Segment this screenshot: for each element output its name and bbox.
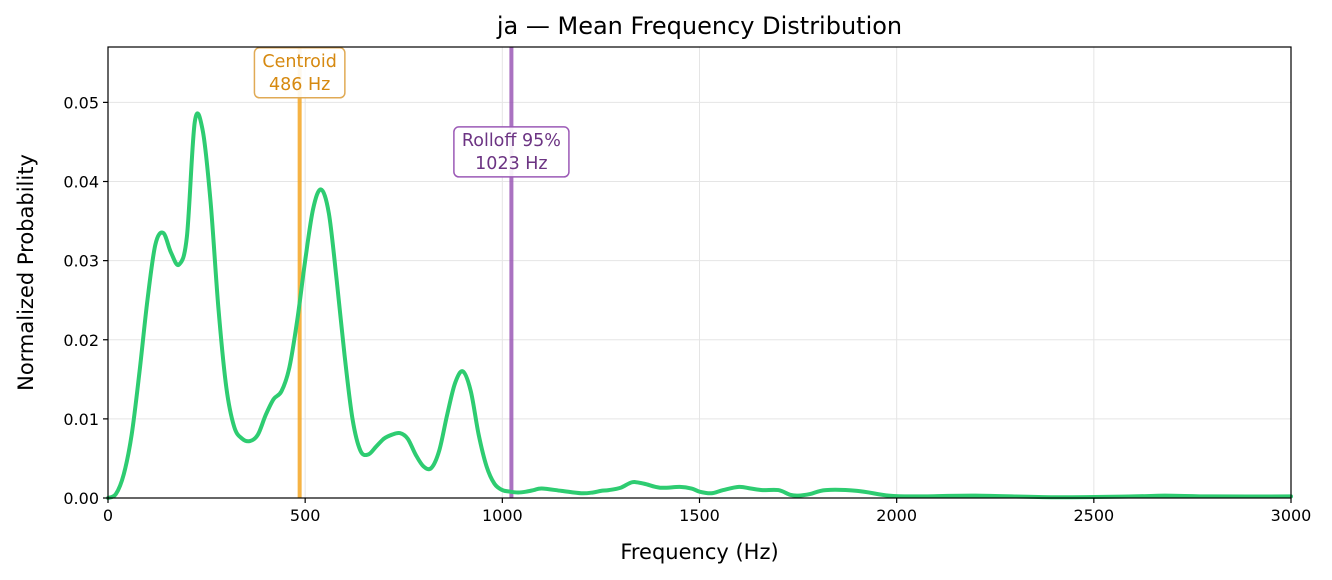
y-axis-label: Normalized Probability <box>14 154 38 391</box>
y-tick-label: 0.01 <box>63 410 99 429</box>
annotation-line1: Rolloff 95% <box>462 131 561 151</box>
y-tick-label: 0.03 <box>63 252 99 271</box>
annotation-layer: Centroid 486 Hz Rolloff 95% 1023 Hz <box>253 47 570 178</box>
tick-layer: 0 500 1000 1500 2000 2500 3000 0.00 0.01 0.02 0.03… <box>63 93 1311 525</box>
annotation-line2: 1023 Hz <box>475 154 547 174</box>
annotation-line1: Centroid <box>262 52 336 72</box>
annotation-box <box>253 47 346 99</box>
x-tick-label: 1500 <box>679 506 720 525</box>
x-tick-label: 1000 <box>482 506 523 525</box>
vline-layer <box>297 47 514 498</box>
vline-annotation-1: Rolloff 95% 1023 Hz <box>453 126 570 178</box>
x-tick-label: 500 <box>290 506 321 525</box>
annotation-line2: 486 Hz <box>269 75 330 95</box>
x-tick-label: 3000 <box>1271 506 1312 525</box>
y-tick-label: 0.00 <box>63 489 99 508</box>
series-layer <box>106 111 1293 500</box>
x-axis-label: Frequency (Hz) <box>620 540 778 564</box>
annotation-box <box>453 126 570 178</box>
y-tick-label: 0.05 <box>63 93 99 112</box>
x-tick-label: 2000 <box>876 506 917 525</box>
grid-layer <box>107 47 1292 499</box>
x-tick-label: 2500 <box>1073 506 1114 525</box>
y-tick-label: 0.02 <box>63 331 99 350</box>
series-line-0 <box>106 111 1293 500</box>
x-tick-label: 0 <box>103 506 113 525</box>
vline-annotation-0: Centroid 486 Hz <box>253 47 346 99</box>
y-tick-label: 0.04 <box>63 173 99 192</box>
chart-title: ja — Mean Frequency Distribution <box>496 12 902 40</box>
